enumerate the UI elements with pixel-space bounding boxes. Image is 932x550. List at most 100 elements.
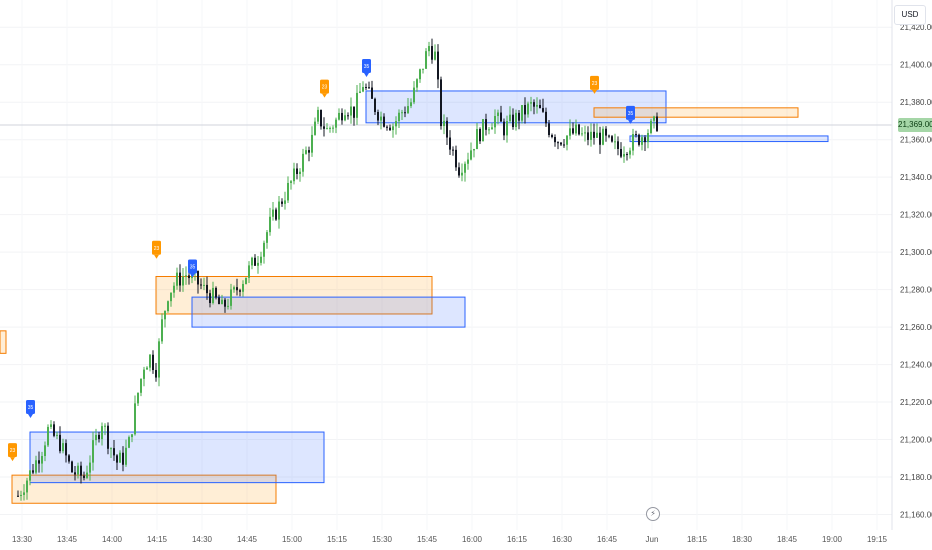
y-tick-label: 21,340.00 bbox=[900, 173, 932, 182]
candle-body bbox=[86, 472, 88, 478]
candle-body bbox=[401, 112, 403, 114]
y-tick-label: 21,200.00 bbox=[900, 436, 932, 445]
y-tick-label: 21,380.00 bbox=[900, 98, 932, 107]
candle-body bbox=[308, 150, 310, 153]
x-tick-label: 18:45 bbox=[777, 535, 798, 544]
orange-marker: 23 bbox=[8, 443, 17, 462]
blue-marker: 35 bbox=[362, 58, 371, 77]
blue-zone bbox=[629, 135, 829, 143]
candle-body bbox=[17, 495, 19, 497]
candle-body bbox=[71, 461, 73, 473]
x-tick-label: 15:30 bbox=[372, 535, 393, 544]
candle-body bbox=[455, 149, 457, 168]
candle-body bbox=[446, 120, 448, 138]
candle-body bbox=[515, 112, 517, 128]
candle-body bbox=[623, 154, 625, 157]
candle-body bbox=[464, 163, 466, 173]
candle-body bbox=[554, 137, 556, 143]
marker-label: 35 bbox=[628, 111, 634, 117]
candle-body bbox=[221, 299, 223, 305]
candle-body bbox=[338, 112, 340, 120]
candle-body bbox=[356, 92, 358, 118]
blue-marker: 35 bbox=[188, 259, 197, 278]
candle-body bbox=[140, 378, 142, 393]
y-tick-label: 21,320.00 bbox=[900, 211, 932, 220]
candle-body bbox=[602, 128, 604, 145]
candle-body bbox=[170, 292, 172, 302]
candle-body bbox=[332, 127, 334, 129]
x-tick-label: 15:45 bbox=[417, 535, 438, 544]
candle-body bbox=[572, 128, 574, 134]
candle-body bbox=[473, 149, 475, 151]
candle-body bbox=[38, 460, 40, 464]
candle-body bbox=[395, 121, 397, 127]
candle-body bbox=[185, 275, 187, 277]
candle-body bbox=[206, 284, 208, 294]
candle-body bbox=[563, 144, 565, 146]
orange-marker: 23 bbox=[320, 79, 329, 98]
candle-body bbox=[653, 116, 655, 121]
marker-label: 23 bbox=[154, 246, 160, 252]
candle-body bbox=[341, 112, 343, 121]
candle-body bbox=[149, 354, 151, 368]
price-axis[interactable]: 21,160.00 21,180.00 21,200.00 21,220.00 21,2… bbox=[900, 23, 932, 519]
marker-box bbox=[362, 58, 371, 73]
candle-body bbox=[620, 148, 622, 157]
candle-body bbox=[422, 68, 424, 70]
candle-body bbox=[632, 134, 634, 151]
candle-body bbox=[80, 465, 82, 476]
marker-pointer bbox=[628, 119, 633, 124]
candle-body bbox=[566, 135, 568, 145]
candle-body bbox=[248, 265, 250, 278]
marker-box bbox=[26, 400, 35, 415]
marker-box bbox=[626, 105, 635, 120]
candle-body bbox=[35, 460, 37, 473]
marker-label: 35 bbox=[364, 64, 370, 70]
candle-body bbox=[530, 102, 532, 104]
y-tick-label: 21,160.00 bbox=[900, 511, 932, 520]
candle-body bbox=[152, 354, 154, 371]
candle-body bbox=[119, 452, 121, 463]
candle-body bbox=[539, 105, 541, 109]
currency-label[interactable]: USD bbox=[894, 5, 926, 25]
candle-body bbox=[317, 109, 319, 122]
candle-body bbox=[299, 171, 301, 175]
candle-body bbox=[257, 262, 259, 266]
orange-zone bbox=[0, 330, 7, 354]
candle-body bbox=[557, 142, 559, 144]
candle-body bbox=[545, 111, 547, 124]
candle-body bbox=[527, 103, 529, 115]
orange-zone bbox=[155, 275, 433, 315]
candle-body bbox=[116, 455, 118, 463]
candle-body bbox=[608, 135, 610, 137]
lightning-icon[interactable]: ⚡ bbox=[646, 507, 660, 521]
marker-label: 23 bbox=[322, 85, 328, 91]
marker-pointer bbox=[364, 72, 369, 77]
time-axis[interactable]: 13:30 13:45 14:00 14:15 14:30 14:45 15:00 15:15… bbox=[12, 535, 888, 544]
candle-body bbox=[578, 124, 580, 135]
candle-body bbox=[488, 129, 490, 131]
candle-body bbox=[212, 287, 214, 304]
marker-label: 35 bbox=[28, 405, 34, 411]
candle-body bbox=[371, 87, 373, 99]
candle-body bbox=[368, 87, 370, 89]
y-tick-label: 21,360.00 bbox=[900, 136, 932, 145]
candle-body bbox=[506, 121, 508, 136]
candle-body bbox=[500, 112, 502, 122]
y-tick-label: 21,400.00 bbox=[900, 61, 932, 70]
candle-body bbox=[287, 182, 289, 201]
candle-body bbox=[404, 112, 406, 114]
marker-box bbox=[152, 240, 161, 255]
x-tick-label: 18:15 bbox=[687, 535, 708, 544]
blue-zone bbox=[191, 296, 466, 328]
candle-body bbox=[434, 51, 436, 60]
marker-label: 23 bbox=[10, 448, 16, 454]
candle-body bbox=[77, 465, 79, 475]
candle-body bbox=[320, 109, 322, 127]
candle-body bbox=[176, 272, 178, 286]
candle-body bbox=[101, 426, 103, 440]
candle-body bbox=[551, 135, 553, 138]
candle-body bbox=[413, 87, 415, 103]
candle-body bbox=[629, 150, 631, 155]
